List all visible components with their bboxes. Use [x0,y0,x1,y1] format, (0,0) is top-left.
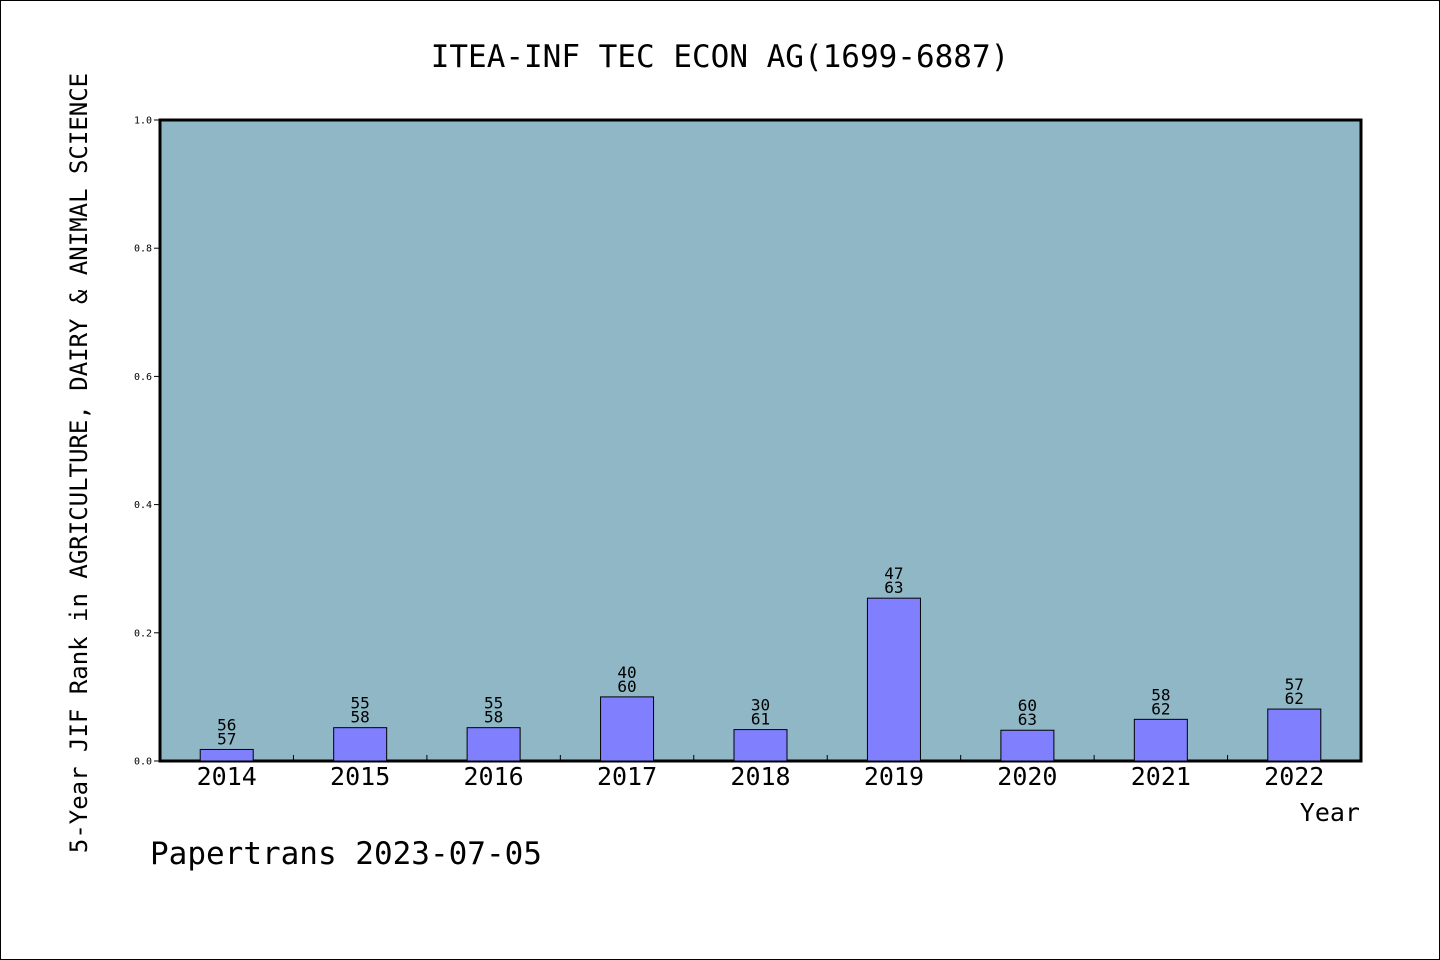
x-tick-label: 2015 [330,762,390,791]
x-tick-label: 2018 [730,762,790,791]
y-axis-label: 5-Year JIF Rank in AGRICULTURE, DAIRY & … [65,73,93,853]
bar-rank-label: 30 [751,696,770,715]
x-tick-label: 2021 [1131,762,1191,791]
footer-text: Papertrans 2023-07-05 [150,836,542,872]
bar [1133,718,1188,762]
y-tick-label: 0.2 [134,628,152,639]
x-tick-label: 2019 [864,762,924,791]
x-axis-label: Year [1300,798,1360,827]
bar-total-label: 63 [884,578,903,597]
bar-total-label: 58 [484,708,503,727]
bar-total-label: 58 [351,708,370,727]
bar [466,727,521,762]
bar [600,696,655,762]
bar-rank-label: 57 [1285,675,1304,694]
bar [1000,729,1055,762]
bar-rank-label: 40 [617,663,636,682]
bar-total-label: 60 [617,677,636,696]
x-tick-label: 2017 [597,762,657,791]
bar [199,748,254,762]
x-tick-label: 2014 [197,762,257,791]
bar-rank-label: 60 [1018,696,1037,715]
bar [1267,708,1322,762]
y-tick-label: 0.6 [134,372,152,383]
bar-rank-label: 47 [884,564,903,583]
x-tick-label: 2016 [464,762,524,791]
plot-area [158,118,1363,763]
bar-rank-label: 55 [484,694,503,713]
bar-rank-label: 56 [217,715,236,734]
chart-title: ITEA-INF TEC ECON AG(1699-6887) [431,39,1010,75]
y-tick-label: 0.0 [134,757,152,768]
x-tick-label: 2022 [1264,762,1324,791]
x-axis: 2014 2015 2016 2017 2018 2019 2020 2021 2022 [197,755,1324,791]
bar-total-label: 63 [1018,710,1037,729]
bar-total-label: 57 [217,729,236,748]
y-axis: 0.0 0.2 0.4 0.6 0.8 1.0 [134,116,160,768]
y-tick-label: 0.4 [134,500,152,511]
bar-total-label: 61 [751,710,770,729]
bar-total-label: 62 [1285,689,1304,708]
bar [733,729,788,762]
bar-rank-label: 55 [351,694,370,713]
bar-total-label: 62 [1151,699,1170,718]
x-tick-label: 2020 [997,762,1057,791]
bar [866,597,921,762]
y-tick-label: 0.8 [134,244,152,255]
bar-rank-label: 58 [1151,685,1170,704]
bar [333,727,388,762]
y-tick-label: 1.0 [134,116,152,127]
